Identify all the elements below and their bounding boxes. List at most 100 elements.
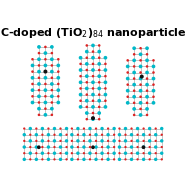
Circle shape (118, 133, 121, 136)
Circle shape (101, 134, 103, 136)
Circle shape (91, 56, 95, 60)
Circle shape (44, 95, 47, 98)
Circle shape (136, 146, 139, 148)
Circle shape (47, 127, 50, 130)
Circle shape (35, 152, 38, 154)
Circle shape (29, 134, 31, 136)
Circle shape (86, 106, 88, 108)
Circle shape (77, 146, 79, 148)
Circle shape (107, 140, 109, 142)
Circle shape (57, 70, 60, 73)
Circle shape (91, 44, 95, 47)
Circle shape (98, 106, 100, 108)
Circle shape (35, 145, 38, 149)
Circle shape (126, 65, 130, 68)
Circle shape (44, 70, 47, 73)
Circle shape (152, 89, 155, 93)
Circle shape (70, 133, 74, 136)
Circle shape (97, 74, 101, 78)
Circle shape (100, 139, 104, 143)
Circle shape (118, 152, 121, 154)
Circle shape (126, 101, 130, 105)
Circle shape (65, 134, 68, 136)
Circle shape (86, 57, 88, 59)
Circle shape (44, 46, 47, 48)
Circle shape (139, 95, 142, 98)
Circle shape (79, 99, 82, 102)
Circle shape (142, 133, 145, 136)
Circle shape (104, 93, 107, 96)
Circle shape (31, 58, 34, 60)
Circle shape (106, 133, 110, 136)
Circle shape (145, 83, 149, 87)
Circle shape (91, 145, 95, 149)
Circle shape (104, 56, 107, 60)
Circle shape (91, 81, 95, 84)
Circle shape (104, 75, 107, 77)
Circle shape (29, 139, 32, 143)
Circle shape (23, 145, 26, 149)
Circle shape (35, 133, 38, 136)
Circle shape (146, 89, 148, 92)
Circle shape (88, 151, 92, 155)
Circle shape (142, 158, 145, 161)
Circle shape (124, 151, 127, 155)
Circle shape (89, 134, 91, 136)
Circle shape (98, 69, 100, 71)
Circle shape (53, 158, 56, 160)
Circle shape (97, 111, 101, 115)
Circle shape (94, 133, 98, 136)
Circle shape (37, 145, 41, 149)
Circle shape (86, 118, 88, 120)
Circle shape (47, 152, 50, 154)
Circle shape (146, 114, 148, 116)
Circle shape (51, 77, 53, 79)
Circle shape (37, 82, 41, 86)
Circle shape (85, 87, 89, 90)
Circle shape (124, 158, 127, 160)
Circle shape (83, 127, 85, 130)
Circle shape (104, 99, 107, 102)
Circle shape (37, 57, 41, 61)
Circle shape (145, 95, 149, 99)
Text: C-doped (TiO$_2$)$_{84}$ nanoparticle: C-doped (TiO$_2$)$_{84}$ nanoparticle (0, 26, 186, 40)
Circle shape (50, 107, 54, 111)
Circle shape (53, 146, 56, 148)
Circle shape (107, 127, 109, 130)
Circle shape (79, 93, 82, 96)
Circle shape (65, 146, 68, 148)
Circle shape (86, 69, 88, 71)
Circle shape (161, 146, 163, 148)
Circle shape (104, 105, 107, 109)
Circle shape (79, 68, 82, 72)
Circle shape (112, 151, 116, 155)
Circle shape (132, 46, 136, 50)
Circle shape (124, 127, 127, 130)
Circle shape (98, 93, 100, 96)
Circle shape (86, 44, 88, 47)
Circle shape (51, 101, 53, 104)
Circle shape (97, 62, 101, 66)
Circle shape (51, 52, 53, 54)
Circle shape (142, 145, 145, 149)
Circle shape (146, 53, 148, 56)
Circle shape (161, 158, 163, 160)
Circle shape (91, 105, 95, 109)
Circle shape (85, 99, 89, 103)
Circle shape (83, 152, 85, 154)
Circle shape (79, 75, 82, 77)
Circle shape (44, 107, 47, 110)
Circle shape (50, 57, 54, 61)
Circle shape (136, 134, 139, 136)
Circle shape (155, 140, 157, 142)
Circle shape (92, 99, 94, 102)
Circle shape (126, 59, 129, 62)
Circle shape (70, 158, 74, 161)
Circle shape (92, 50, 94, 53)
Circle shape (136, 151, 139, 155)
Circle shape (142, 152, 145, 154)
Circle shape (37, 45, 41, 49)
Circle shape (132, 71, 136, 74)
Circle shape (65, 139, 68, 143)
Circle shape (23, 140, 25, 142)
